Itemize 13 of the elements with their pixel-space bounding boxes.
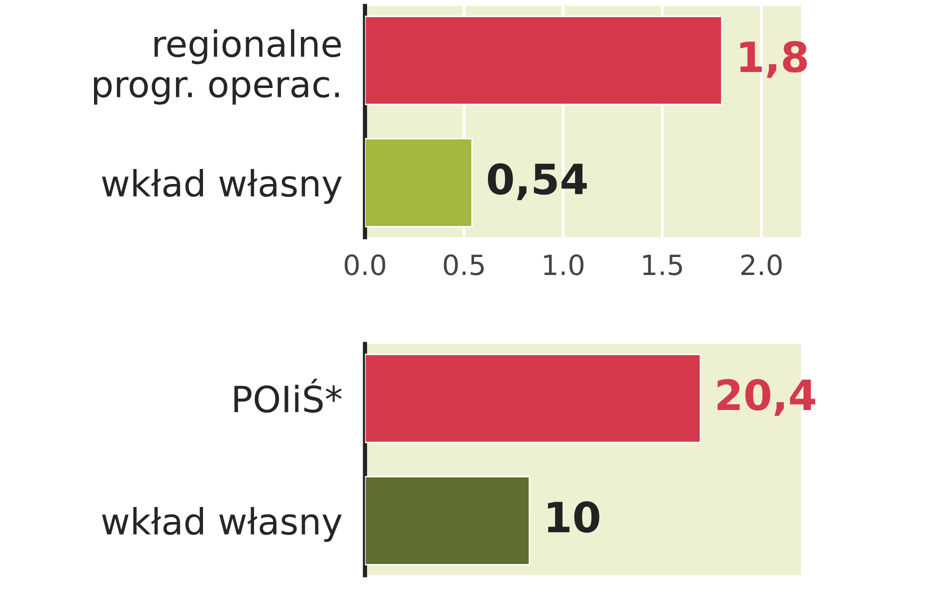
x-tick-label: 1.5 [643, 254, 682, 276]
data-label: 1,8 [740, 41, 807, 78]
x-tick-label: 2.0 [741, 254, 782, 276]
y-tick-label: wkład własny [102, 168, 342, 204]
x-tick-label: 0.5 [444, 254, 484, 276]
data-label: 10 [548, 501, 600, 533]
data-label: 0,54 [488, 163, 587, 200]
y-tick-label: regionalne progr. operac. [94, 29, 341, 105]
y-tick-label: POIiŚ* [234, 378, 342, 413]
y-tick-label: wkład własny [102, 506, 342, 542]
x-tick-label: 0.0 [344, 254, 386, 276]
data-label: 20,4 [718, 379, 816, 416]
x-tick-label: 1.0 [544, 254, 584, 276]
